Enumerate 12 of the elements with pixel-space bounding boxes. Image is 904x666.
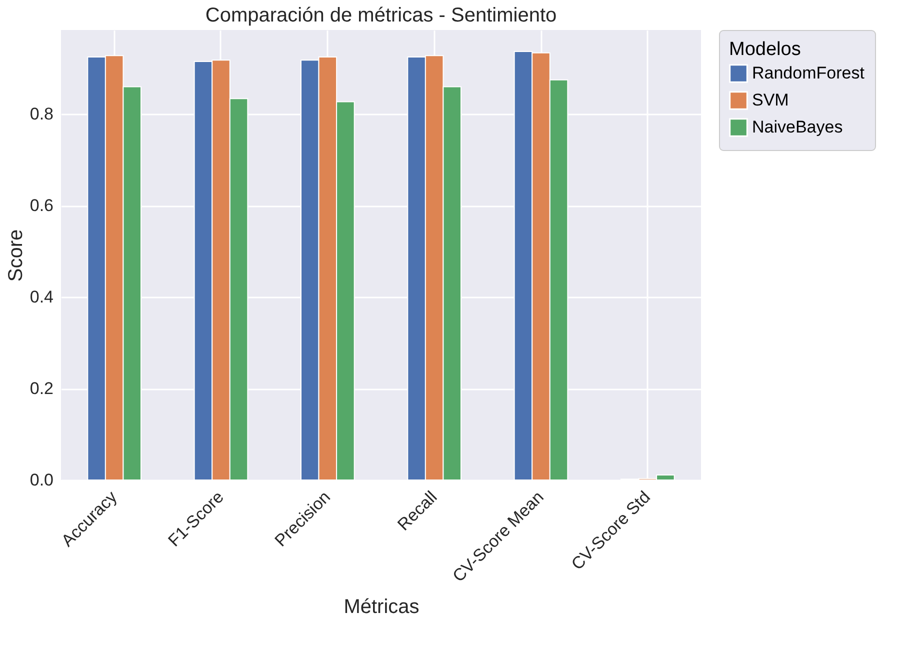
y-tick-label: 0.6 <box>30 196 54 216</box>
y-tick-label: 0.4 <box>30 288 54 307</box>
x-axis-title: Métricas <box>344 596 420 618</box>
legend-label: RandomForest <box>752 64 865 82</box>
y-tick-label: 0.2 <box>30 379 54 398</box>
y-tick-label: 0.0 <box>30 470 54 490</box>
legend-title: Modelos <box>729 39 801 60</box>
y-tick-label: 0.8 <box>30 104 54 124</box>
legend-label: NaiveBayes <box>752 118 843 136</box>
y-axis-title: Score <box>4 229 27 282</box>
chart-title: Comparación de métricas - Sentimiento <box>205 4 557 26</box>
legend-label: SVM <box>752 90 789 110</box>
